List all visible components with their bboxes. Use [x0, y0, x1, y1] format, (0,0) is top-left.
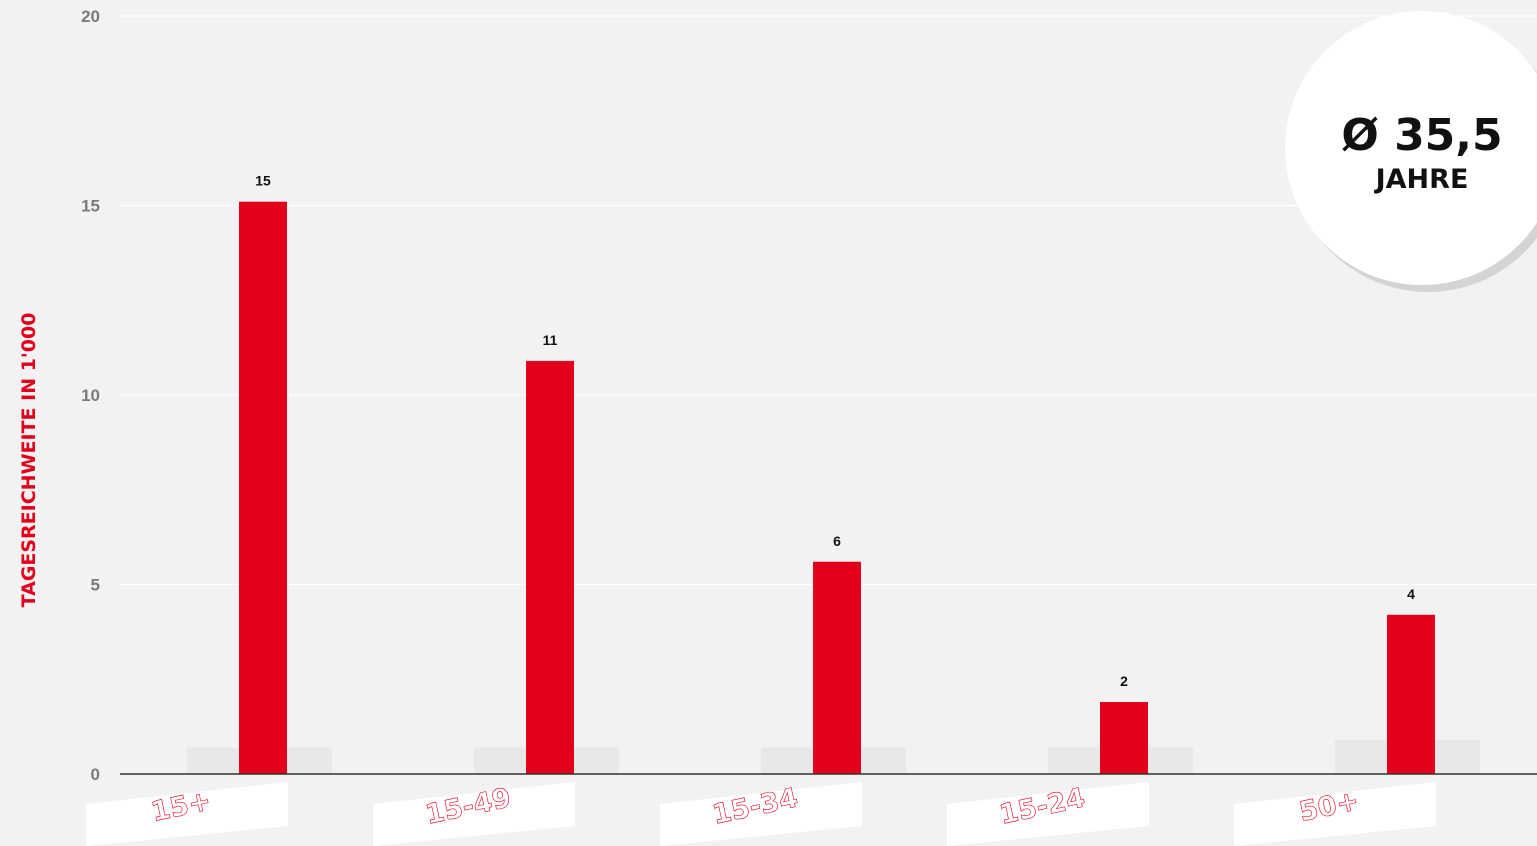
y-tick-label: 20	[81, 7, 100, 26]
value-labels: 15 11 6 2 4	[255, 173, 1415, 689]
y-tick-label: 5	[91, 576, 100, 595]
bar	[1100, 701, 1148, 774]
category-tag-shape	[1234, 782, 1436, 846]
bars	[239, 201, 1435, 774]
average-age-badge: Ø 35,5 JAHRE	[1285, 11, 1537, 292]
bar	[239, 201, 287, 774]
bar-value-label: 6	[833, 533, 841, 549]
bar	[813, 561, 861, 774]
bar-value-label: 4	[1407, 586, 1415, 602]
category-tag: 50+	[1234, 782, 1436, 846]
y-axis-ticks: 0 5 10 15 20	[81, 7, 100, 784]
bar-value-label: 11	[543, 332, 558, 348]
y-tick-label: 15	[81, 197, 100, 216]
category-tag-shape	[86, 782, 288, 846]
category-tag-shape	[660, 782, 862, 846]
badge-unit-label: JAHRE	[1374, 164, 1469, 195]
y-axis-title: TAGESREICHWEITE IN 1'000	[18, 313, 40, 608]
bar-value-label: 15	[255, 173, 271, 189]
badge-circle	[1285, 11, 1537, 285]
bar-value-label: 2	[1120, 673, 1128, 689]
badge-average-value: Ø 35,5	[1341, 110, 1502, 161]
bar	[1387, 614, 1435, 774]
y-tick-label: 0	[91, 765, 100, 784]
category-tag-shape	[947, 782, 1149, 846]
category-tag-shape	[373, 782, 575, 846]
y-tick-label: 10	[81, 386, 100, 405]
bar	[526, 360, 574, 774]
